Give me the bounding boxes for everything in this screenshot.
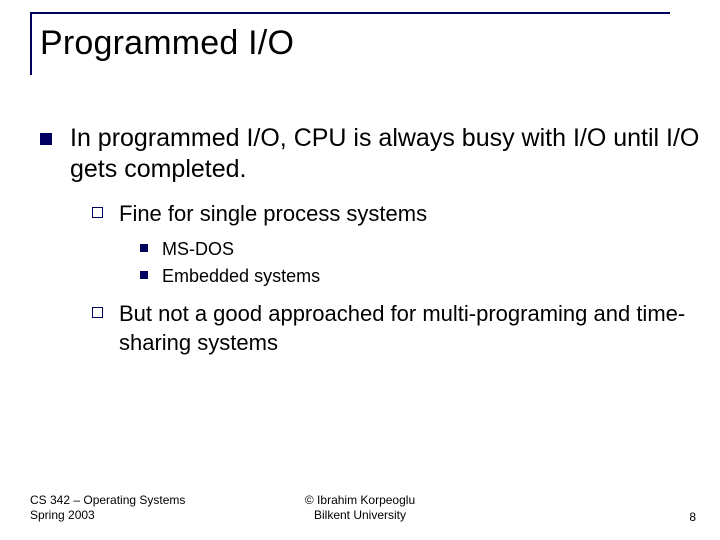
footer-course: CS 342 – Operating Systems [30,493,185,509]
level2-text: Fine for single process systems [119,200,427,228]
footer-copyright: © Ibrahim Korpeoglu [305,493,415,509]
square-small-icon [140,244,148,252]
slide: Programmed I/O In programmed I/O, CPU is… [0,0,720,540]
page-number: 8 [689,510,696,524]
square-small-icon [140,271,148,279]
level3-text: MS-DOS [162,238,234,261]
level3-text: Embedded systems [162,265,320,288]
footer-term: Spring 2003 [30,508,185,524]
footer-affiliation: Bilkent University [305,508,415,524]
footer-left: CS 342 – Operating Systems Spring 2003 [30,493,185,524]
slide-title: Programmed I/O [40,24,670,63]
footer-right: 8 [689,510,696,524]
bullet-level1: In programmed I/O, CPU is always busy wi… [40,123,700,186]
level2-text: But not a good approached for multi-prog… [119,300,700,356]
bullet-level2: Fine for single process systems [92,200,700,228]
footer: CS 342 – Operating Systems Spring 2003 ©… [0,493,720,524]
bullet-level3: Embedded systems [140,265,700,288]
level2-group: Fine for single process systems MS-DOS E… [92,200,700,357]
level1-text: In programmed I/O, CPU is always busy wi… [70,123,700,186]
square-filled-icon [40,133,52,145]
footer-center: © Ibrahim Korpeoglu Bilkent University [305,493,415,524]
square-outline-icon [92,307,103,318]
level3-group: MS-DOS Embedded systems [140,238,700,289]
title-frame: Programmed I/O [30,12,670,75]
slide-body: In programmed I/O, CPU is always busy wi… [30,123,700,357]
bullet-level3: MS-DOS [140,238,700,261]
bullet-level2: But not a good approached for multi-prog… [92,300,700,356]
square-outline-icon [92,207,103,218]
